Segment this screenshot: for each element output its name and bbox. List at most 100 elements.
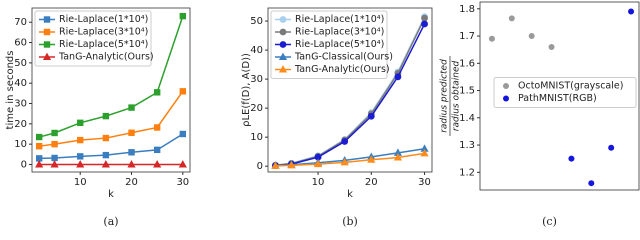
marker [420, 148, 429, 157]
marker [51, 140, 58, 148]
marker [179, 12, 187, 20]
x-tick-label: 30 [176, 177, 189, 188]
marker [367, 112, 375, 120]
marker [279, 28, 287, 36]
plot-frame [267, 7, 433, 173]
x-tick-label: 10 [312, 177, 325, 188]
marker [51, 129, 58, 137]
legend: Rie-Laplace(1*10⁴) Rie-Laplace(3*10⁴)Rie-… [34, 10, 154, 67]
marker [153, 89, 161, 96]
y-tick-label: 1.3 [459, 140, 475, 151]
y-tick-label: 40 [14, 78, 27, 89]
subplot: 0 10 20 30 40 50 10 20 30 k ρLE(f(D), A(D)) (b) Rie-… [241, 7, 433, 228]
marker [313, 159, 323, 168]
marker [279, 41, 287, 48]
legend-label: TanG-Analytic(Ours) [294, 64, 390, 75]
point [528, 33, 535, 40]
marker [51, 154, 58, 162]
y-tick-label: 1.8 [459, 4, 475, 15]
marker [421, 14, 428, 22]
marker [43, 41, 51, 48]
y-tick-label: 50 [250, 16, 263, 27]
marker [279, 16, 287, 23]
point [608, 144, 615, 151]
legend-box [493, 77, 637, 108]
point [568, 155, 575, 162]
point [628, 8, 635, 15]
legend-label: Rie-Laplace(3*10⁴) [295, 27, 384, 38]
marker [421, 20, 428, 28]
marker [102, 151, 110, 159]
marker [393, 153, 402, 161]
marker [35, 142, 43, 150]
x-tick-label: 20 [365, 177, 378, 188]
marker [271, 161, 280, 169]
legend: Rie-Laplace(1*10⁴) Rie-Laplace(3*10⁴)Rie-… [270, 10, 393, 79]
legend-box [34, 10, 152, 67]
marker [287, 160, 296, 169]
y-tick-label: 30 [14, 99, 27, 110]
point [548, 43, 555, 50]
figure: 0 10 20 30 40 50 60 70 10 20 30 k time in seconds (a)… [5, 1, 640, 228]
plot-frame [31, 7, 191, 173]
y-tick-label: 70 [14, 17, 27, 28]
marker [50, 160, 59, 168]
marker [128, 104, 135, 111]
marker [35, 133, 43, 141]
subplot: 1.2 1.3 1.4 1.5 1.6 1.7 1.8 radius predicted rad… [440, 1, 640, 228]
marker [102, 134, 110, 142]
y-tick-label: 50 [14, 58, 27, 69]
marker [102, 112, 110, 120]
y-tick-label: 1.5 [459, 86, 475, 97]
caption: (c) [542, 215, 557, 228]
y-tick-label: 1.7 [459, 31, 475, 42]
marker [128, 149, 135, 156]
legend-label: Rie-Laplace(5*10⁴) [59, 39, 148, 50]
marker [43, 28, 51, 36]
marker [341, 138, 349, 145]
legend-label: TanG-Analytic(Ours) [58, 52, 154, 63]
y-tick-label: 60 [14, 38, 27, 49]
marker [179, 130, 187, 138]
y-tick-label: 1.2 [459, 167, 475, 178]
point [508, 15, 515, 22]
y-tick-label: 0 [21, 159, 27, 170]
y-tick-label: 20 [250, 103, 263, 114]
marker [101, 160, 110, 168]
y-tick-label: 20 [14, 119, 27, 130]
marker [43, 16, 51, 23]
point [488, 35, 495, 42]
legend-label: Rie-Laplace(3*10⁴) [59, 27, 148, 38]
marker [77, 136, 84, 144]
caption: (b) [342, 215, 358, 228]
legend-marker [503, 83, 509, 89]
legend-marker [503, 95, 509, 102]
marker [128, 129, 135, 136]
x-tick-label: 30 [418, 177, 431, 188]
y-tick-label: 10 [250, 132, 263, 143]
legend-label: Rie-Laplace(5*10⁴) [295, 39, 384, 50]
y-axis-label-bottom: radius obtained [452, 61, 462, 132]
marker [179, 88, 187, 95]
marker [340, 157, 349, 166]
legend-label: Rie-Laplace(1*10⁴) [295, 14, 384, 25]
legend-label: OctoMNIST(grayscale) [518, 81, 623, 92]
marker [127, 160, 136, 168]
marker [76, 160, 85, 168]
y-axis-label-top: radius predicted [440, 59, 450, 133]
x-axis-label: k [347, 189, 353, 200]
legend-label: Rie-Laplace(1*10⁴) [59, 14, 148, 25]
marker [278, 52, 288, 60]
y-axis-label: radius predicted radius obtained [440, 56, 462, 136]
legend: OctoMNIST(grayscale)PathMNIST(RGB) [493, 77, 637, 108]
marker [77, 153, 84, 160]
y-tick-label: 10 [14, 139, 27, 150]
y-tick-label: 1.6 [459, 58, 475, 69]
x-tick-label: 20 [125, 177, 138, 188]
marker [153, 124, 161, 131]
y-tick-label: 0 [257, 161, 263, 172]
legend-box [270, 10, 388, 79]
marker [367, 155, 376, 163]
marker [394, 73, 402, 81]
marker [178, 160, 187, 168]
